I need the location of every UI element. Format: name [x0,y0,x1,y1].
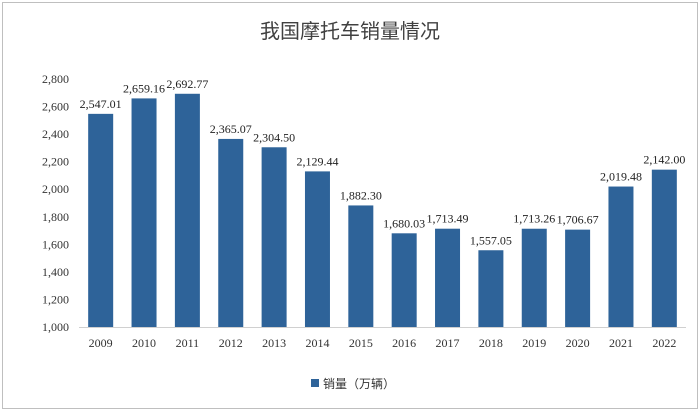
x-tick-label: 2021 [609,336,633,350]
x-tick-label: 2022 [652,336,676,350]
x-tick-label: 2015 [349,336,373,350]
y-tick-label: 2,800 [42,72,69,86]
x-axis: 2009 2010 2011 2012 2013 2014 2015 2016 2017 2018… [79,327,686,350]
y-tick-label: 1,000 [42,320,69,334]
bar [304,171,330,327]
data-label: 2,365.07 [210,122,252,136]
legend-label: 销量（万辆） [323,377,395,391]
data-label: 1,882.30 [340,188,382,202]
data-label: 1,713.49 [427,212,469,226]
y-tick-label: 1,600 [42,237,69,251]
bar [174,93,200,327]
bar [261,147,287,327]
x-tick-label: 2012 [219,336,243,350]
data-label: 1,706.67 [557,213,599,227]
y-axis: 1,000 1,200 1,400 1,600 1,800 2,000 2,200 2,400… [42,72,69,334]
bar [131,98,157,327]
bar [651,169,677,327]
y-tick-label: 2,000 [42,182,69,196]
x-tick-label: 2020 [566,336,590,350]
data-label: 2,659.16 [123,81,165,95]
y-tick-label: 1,800 [42,210,69,224]
y-tick-label: 2,600 [42,100,69,114]
x-tick-label: 2010 [132,336,156,350]
bar [478,250,504,327]
y-tick-label: 1,200 [42,292,69,306]
legend: 销量（万辆） [311,377,395,391]
data-label: 2,547.01 [80,97,122,111]
data-label: 1,557.05 [470,233,512,247]
data-label: 2,142.00 [643,153,685,167]
data-label: 2,304.50 [253,130,295,144]
x-tick-label: 2016 [392,336,416,350]
bar [608,186,634,327]
data-label: 2,692.77 [166,77,208,91]
x-tick-label: 2019 [522,336,546,350]
chart-title: 我国摩托车销量情况 [260,19,440,43]
x-tick-label: 2017 [436,336,460,350]
data-label: 2,019.48 [600,170,642,184]
x-tick-label: 2014 [305,336,329,350]
bar [391,233,417,327]
bar-series [88,93,677,327]
y-tick-label: 2,400 [42,127,69,141]
bar [348,205,374,327]
chart-canvas: 我国摩托车销量情况 1,000 1,200 1,400 1,600 1,800 2,000… [42,19,686,391]
data-label: 1,713.26 [513,212,555,226]
y-tick-label: 2,200 [42,155,69,169]
bar [435,228,461,327]
x-tick-label: 2018 [479,336,503,350]
bar [88,113,114,327]
x-tick-label: 2013 [262,336,286,350]
data-labels: 2,547.012,659.16 2,692.77 2,365.072,304.50… [80,77,686,247]
x-tick-label: 2009 [89,336,113,350]
x-tick-label: 2011 [176,336,200,350]
legend-swatch [311,379,319,387]
data-label: 2,129.44 [296,154,338,168]
bar [521,228,547,327]
bar [218,138,244,327]
bar [565,229,591,327]
data-label: 1,680.03 [383,216,425,230]
y-tick-label: 1,400 [42,265,69,279]
